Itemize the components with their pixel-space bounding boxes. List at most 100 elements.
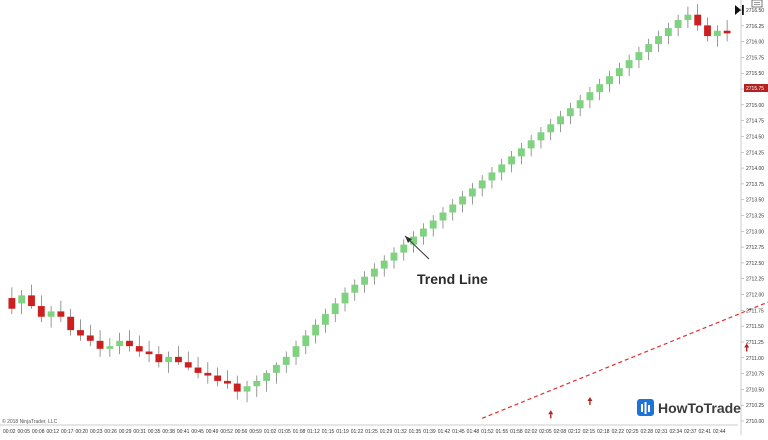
candle-body <box>645 44 653 53</box>
candle-body <box>165 356 173 363</box>
y-tick-label: 2712.25 <box>746 277 764 283</box>
candle <box>361 271 369 293</box>
x-tick-label: 02:25 <box>626 429 639 435</box>
candle <box>37 295 45 323</box>
candle <box>704 17 711 42</box>
candle <box>576 94 584 117</box>
x-tick-label: 00:29 <box>119 429 132 435</box>
x-tick-label: 02:41 <box>699 429 712 435</box>
candle <box>272 362 280 384</box>
y-tick-label: 2714.00 <box>746 166 764 172</box>
x-tick-label: 01:25 <box>365 429 378 435</box>
candle <box>282 351 290 373</box>
y-tick-label: 2714.50 <box>746 134 764 140</box>
x-tick-label: 01:58 <box>510 429 523 435</box>
play-to-end-icon[interactable] <box>735 5 744 15</box>
candle <box>47 306 55 328</box>
settings-icon[interactable] <box>751 0 763 8</box>
candle <box>145 340 153 363</box>
candle-body <box>194 367 202 373</box>
candle-body <box>214 375 222 381</box>
x-tick-label: 01:45 <box>452 429 465 435</box>
candle-body <box>155 354 163 363</box>
toolbar <box>735 0 763 15</box>
candle-body <box>86 335 94 341</box>
candle <box>410 231 418 253</box>
x-tick-label: 02:02 <box>525 429 538 435</box>
candle-body <box>537 132 545 141</box>
candle <box>655 30 662 53</box>
candle-body <box>390 252 398 261</box>
candle-body <box>615 68 623 77</box>
candle-body <box>410 236 418 245</box>
candle-body <box>566 108 574 117</box>
candle-body <box>439 212 447 221</box>
x-tick-label: 01:39 <box>423 429 436 435</box>
candle-body <box>233 383 241 392</box>
x-tick-label: 00:31 <box>133 429 146 435</box>
y-tick-label: 2714.75 <box>746 119 764 125</box>
candle <box>478 175 486 197</box>
candle <box>439 207 447 229</box>
candle <box>331 298 339 323</box>
candle-body <box>135 346 143 352</box>
y-tick-label: 2716.25 <box>746 24 764 30</box>
candle-body <box>47 311 55 317</box>
candle <box>459 191 467 213</box>
x-tick-label: 00:08 <box>32 429 45 435</box>
y-tick-label: 2711.50 <box>746 324 764 330</box>
candle <box>155 346 163 368</box>
candle <box>351 279 359 301</box>
trend-layer <box>481 301 768 419</box>
candle <box>468 183 476 205</box>
candle-body <box>664 28 672 37</box>
x-tick-label: 00:12 <box>46 429 59 435</box>
candle <box>674 14 682 37</box>
markers-layer <box>548 343 750 419</box>
x-tick-label: 02:31 <box>655 429 668 435</box>
candle-body <box>263 372 271 381</box>
candle <box>18 290 26 315</box>
x-tick-label: 02:37 <box>684 429 697 435</box>
candle <box>625 54 633 77</box>
candle <box>517 143 525 165</box>
candle-body <box>8 298 16 309</box>
up-arrow-icon <box>548 410 554 419</box>
candle-body <box>243 386 251 392</box>
candle-body <box>449 204 457 213</box>
candle-body <box>704 25 711 37</box>
candle-body <box>184 362 192 368</box>
x-tick-label: 02:22 <box>612 429 625 435</box>
up-arrow-icon <box>587 396 593 405</box>
candle-body <box>488 172 496 181</box>
x-tick-label: 00:35 <box>148 429 161 435</box>
x-tick-label: 01:22 <box>351 429 364 435</box>
candle-body <box>625 60 633 69</box>
current-price-tag: 2715.75 <box>744 84 768 92</box>
candle-body <box>547 124 555 133</box>
candle-body <box>321 314 329 325</box>
x-tick-label: 00:26 <box>104 429 117 435</box>
candle-body <box>694 14 702 26</box>
candle-body <box>400 244 408 253</box>
candle <box>106 338 114 357</box>
candle <box>28 284 35 309</box>
candle <box>380 255 388 277</box>
y-tick-label: 2710.75 <box>746 372 764 378</box>
candle-body <box>18 295 26 304</box>
x-tick-label: 01:42 <box>438 429 451 435</box>
candle <box>498 159 506 181</box>
candle-body <box>96 340 104 349</box>
candle-body <box>429 220 437 229</box>
candle <box>321 308 329 333</box>
candle <box>557 110 564 133</box>
candle-body <box>674 20 682 29</box>
candle <box>606 70 613 93</box>
candle <box>390 247 398 269</box>
candle-body <box>596 84 604 93</box>
trend-line <box>481 301 768 419</box>
x-tick-label: 01:12 <box>307 429 320 435</box>
candle-body <box>37 306 45 317</box>
x-tick-label: 00:38 <box>162 429 175 435</box>
